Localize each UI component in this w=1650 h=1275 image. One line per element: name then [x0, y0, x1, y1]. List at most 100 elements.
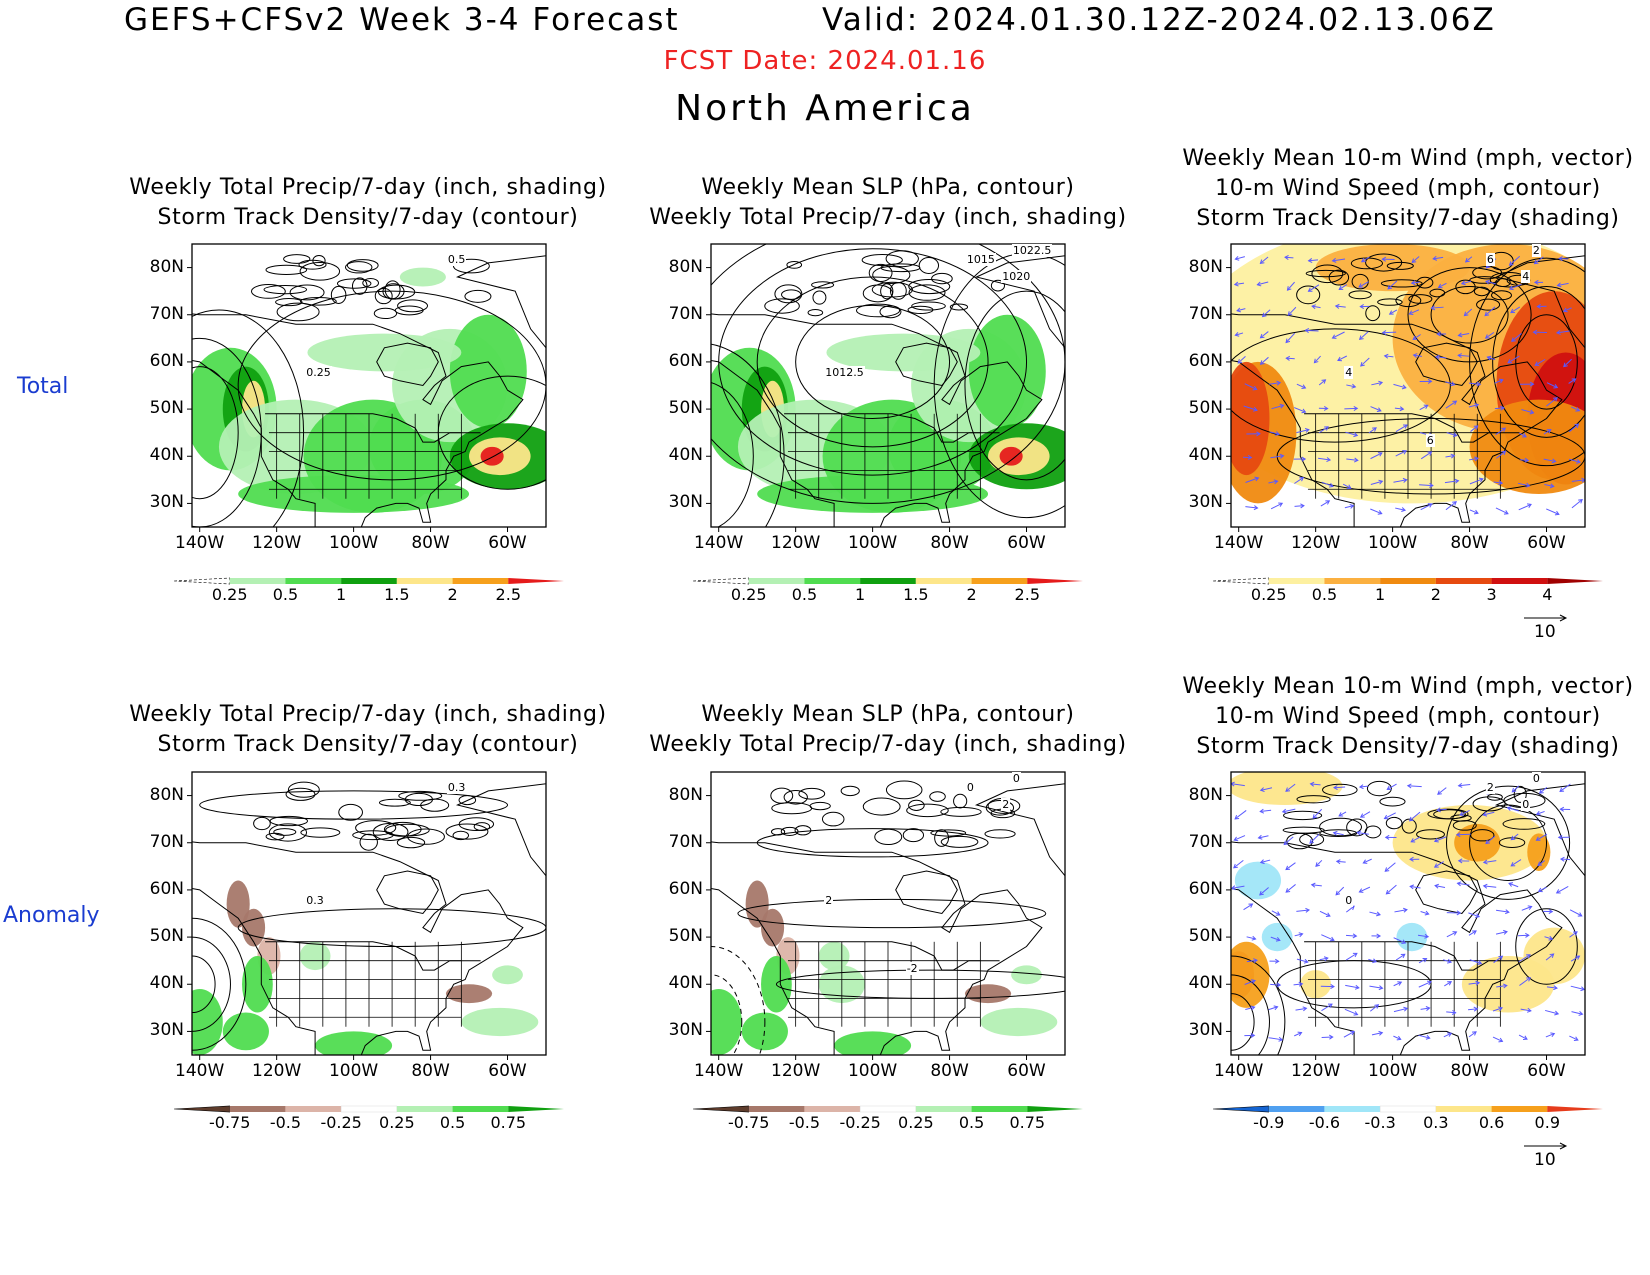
wind-vector: [1571, 1011, 1583, 1015]
wind-vector: [1443, 1032, 1452, 1038]
panel-p13-lat-tick: 70N: [1188, 303, 1223, 324]
wind-vector: [1563, 358, 1572, 367]
wind-vector: [1332, 258, 1346, 262]
panel-p13-frame: [1230, 243, 1586, 528]
panel-p13-colorbar-label: 0.5: [1311, 585, 1338, 604]
wind-vector: [1468, 1031, 1477, 1038]
wind-vector: [1537, 860, 1545, 866]
wind-vector: [1296, 958, 1308, 963]
panel-p11-shade-2: [242, 380, 266, 438]
panel-p21-lon-tick: 60W: [488, 1061, 527, 1081]
wind-vector: [1294, 477, 1304, 484]
panel-p22-lon-tick: 120W: [771, 1061, 821, 1081]
panel-p11-shade-1: [222, 366, 269, 452]
panel-p21-colorbar-label: -0.75: [209, 1113, 251, 1132]
panel-p11-lat-tick: 70N: [149, 303, 184, 324]
wind-vector: [1511, 333, 1522, 342]
panel-p13-colorbar-label: 0.25: [1250, 585, 1287, 604]
wind-vector: [1445, 381, 1455, 386]
panel-p21-shade-7: [315, 1031, 393, 1055]
wind-vector: [1361, 256, 1370, 263]
wind-vector: [1284, 256, 1294, 259]
wind-vector: [1493, 955, 1503, 964]
wind-vector: [1335, 886, 1345, 896]
wind-vector: [1469, 959, 1482, 965]
wind-vector: [1260, 787, 1273, 791]
row-label-anomaly: Anomaly: [3, 903, 100, 928]
wind-vector: [1495, 931, 1508, 935]
panel-p13-lon-tick: 80W: [1450, 533, 1489, 553]
wind-vector: [1538, 886, 1547, 892]
wind-vector: [1370, 508, 1382, 515]
wind-vector: [1410, 885, 1421, 889]
panel-p12-lon-tick: 60W: [1007, 533, 1046, 553]
wind-vector: [1507, 355, 1520, 364]
wind-vector: [1519, 459, 1529, 461]
panel-p11-colorbar-label: 0.25: [211, 585, 248, 604]
wind-vector: [1395, 507, 1406, 511]
wind-vector: [1358, 281, 1369, 288]
wind-vector: [1318, 426, 1329, 434]
wind-vector: [1268, 1006, 1278, 1011]
wind-vector: [1508, 882, 1519, 888]
panel-p12-contour-label: 1022.5: [1011, 244, 1053, 258]
wind-vector: [1517, 482, 1530, 487]
wind-vector: [1333, 832, 1344, 836]
panel-p21-shade-10: [492, 965, 523, 985]
panel-p22-shade-0: [745, 880, 769, 928]
wind-vector: [1559, 783, 1571, 792]
panel-p12-colorbar-label: 1: [855, 585, 866, 604]
wind-vector: [1333, 786, 1346, 789]
wind-vector: [1543, 458, 1556, 463]
panel-p11-shade-0: [192, 347, 277, 471]
panel-p12-colorbar-segment: [915, 578, 972, 584]
wind-vector: [1287, 281, 1295, 291]
panel-p12-lat-tick: 40N: [668, 445, 703, 466]
panel-p21-lon-tick: 140W: [175, 1061, 225, 1081]
panel-p12-contour-label: 1012.5: [824, 366, 865, 380]
wind-vector: [1557, 282, 1569, 287]
wind-vector: [1546, 382, 1558, 389]
wind-vector: [1412, 334, 1421, 340]
panel-p12-lon-tick: 120W: [771, 533, 821, 553]
panel-p22-shade-9: [964, 984, 1012, 1004]
panel-p13-lon-tick: 60W: [1527, 533, 1566, 553]
panel-p23-colorbar-segment: [1435, 1106, 1492, 1112]
wind-vector: [1293, 983, 1303, 986]
panel-p22-contour-label: 0: [965, 780, 975, 794]
wind-vector: [1321, 481, 1334, 487]
panel-p23-lon-tick: 80W: [1450, 1061, 1489, 1081]
panel-p13-lat-tick: 30N: [1188, 492, 1223, 513]
panel-p22-colorbar-label: -0.75: [728, 1113, 770, 1132]
wind-vector: [1507, 807, 1519, 812]
panel-p13-contour-label: 6: [1485, 252, 1495, 266]
panel-p12-lat-tick: 60N: [668, 350, 703, 371]
wind-vector: [1510, 833, 1519, 841]
wind-vector: [1485, 835, 1496, 844]
panel-p22-lon-tick: 140W: [694, 1061, 744, 1081]
panel-p21-lon-tick: 100W: [328, 1061, 379, 1081]
wind-vector: [1285, 783, 1296, 792]
wind-vector: [1556, 886, 1569, 894]
panel-p21-lat-tick: 60N: [149, 878, 184, 899]
panel-p12-colorbar-segment: [971, 578, 1028, 584]
wind-vector: [1359, 331, 1369, 340]
panel-p21-title-line-2: Storm Track Density/7-day (contour): [157, 732, 579, 757]
wind-vector: [1384, 862, 1396, 872]
wind-vector: [1271, 404, 1284, 410]
panel-p22-shade-7: [834, 1031, 912, 1055]
wind-vector: [1468, 912, 1480, 918]
panel-p13-shade-2: [1496, 291, 1585, 480]
panel-p12-colorbar-label: 2.5: [1014, 585, 1040, 604]
wind-vector: [1459, 809, 1470, 816]
panel-p12-shade-2: [761, 380, 785, 438]
panel-p13-contour-label: 2: [1531, 244, 1541, 258]
panel-p12-shade-0: [711, 347, 796, 471]
wind-vector: [1260, 859, 1271, 864]
panel-p22-shade-6: [818, 941, 850, 971]
wind-vector: [1384, 812, 1396, 820]
wind-vector: [1464, 308, 1473, 316]
wind-vector: [1318, 457, 1331, 461]
wind-vector: [1360, 357, 1370, 367]
wind-vector: [1233, 859, 1244, 869]
